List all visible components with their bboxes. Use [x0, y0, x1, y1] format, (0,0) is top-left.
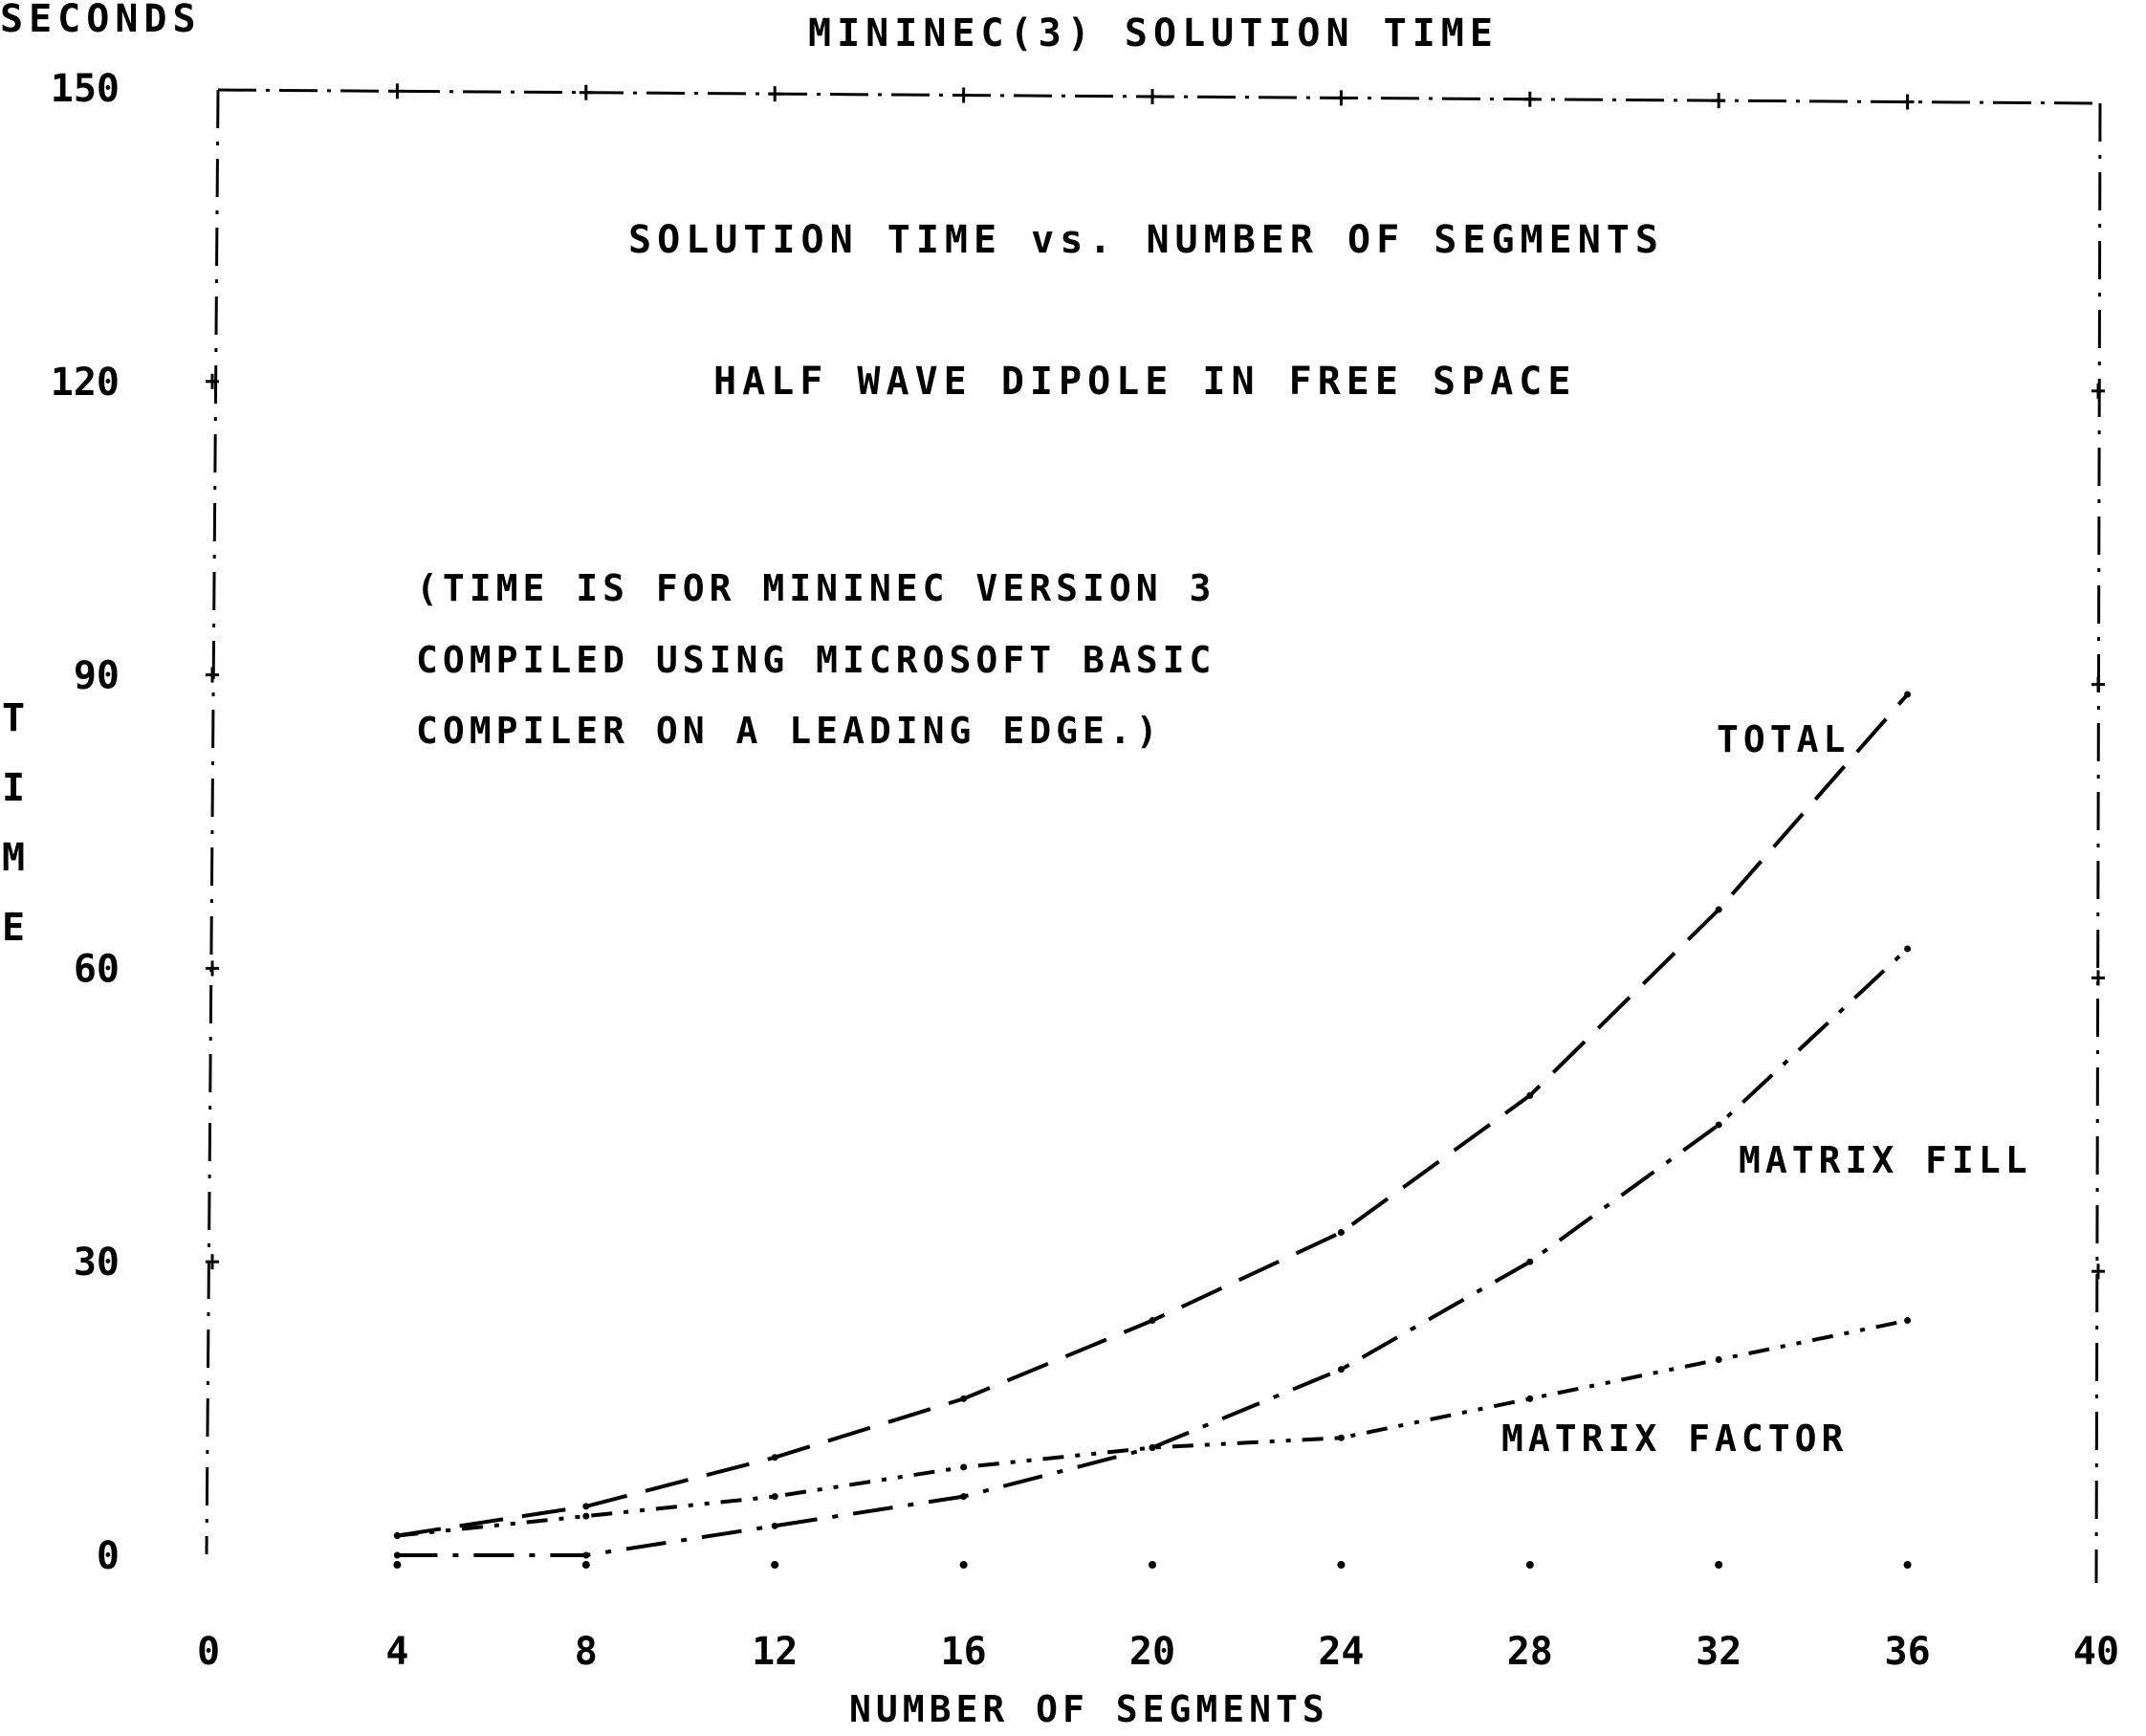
- series-point: [393, 1551, 401, 1559]
- series-point: [1715, 1355, 1722, 1363]
- series-lines: [393, 691, 1912, 1559]
- series-point: [1904, 1317, 1912, 1325]
- x-tick-label: 40: [2073, 1630, 2119, 1674]
- y-axis-label-letter: I: [2, 766, 25, 810]
- chart-subtitle: SOLUTION TIME vs. NUMBER OF SEGMENTS: [628, 218, 1664, 262]
- series-point: [1149, 1444, 1156, 1452]
- series-point: [1715, 1121, 1722, 1129]
- x-top-tick: [390, 83, 405, 99]
- series-label-matrix-fill: MATRIX FILL: [1739, 1139, 2032, 1181]
- x-tick-label: 28: [1507, 1630, 1553, 1674]
- y-right-tick: [2091, 676, 2105, 692]
- series-point: [960, 1463, 968, 1471]
- series-point: [1904, 691, 1912, 698]
- y-left-tick: [206, 960, 219, 977]
- x-tick-label: 20: [1129, 1630, 1175, 1674]
- y-tick-label: 30: [74, 1241, 120, 1285]
- x-top-tick: [1522, 91, 1537, 107]
- y-left-tick: [206, 1254, 219, 1270]
- x-axis-label: NUMBER OF SEGMENTS: [849, 1688, 1329, 1730]
- x-bottom-tick: [1149, 1561, 1156, 1569]
- y-left-tick: [206, 373, 219, 389]
- series-point: [1337, 1366, 1345, 1373]
- series-point: [771, 1522, 778, 1529]
- series-point: [582, 1551, 590, 1559]
- y-unit-label: SECONDS: [0, 0, 202, 41]
- tick-marks: [206, 83, 2105, 1569]
- y-tick-label: 0: [97, 1534, 120, 1578]
- x-top-tick: [956, 87, 971, 103]
- series-point: [771, 1493, 778, 1501]
- x-top-tick: [1334, 90, 1348, 106]
- y-tick-label: 120: [51, 361, 120, 405]
- y-tick-label: 150: [51, 67, 120, 111]
- series-point: [771, 1454, 778, 1461]
- y-left-tick: [206, 667, 219, 683]
- series-point: [960, 1395, 968, 1402]
- series-point: [960, 1493, 968, 1501]
- x-top-tick: [1712, 93, 1726, 109]
- x-top-tick: [768, 86, 782, 102]
- series-point: [1526, 1091, 1534, 1099]
- series-point: [1526, 1395, 1534, 1402]
- y-tick-labels: 0 30 60 90 120 150: [51, 67, 120, 1578]
- series-point: [1715, 906, 1722, 913]
- chart-subtitle-2: HALF WAVE DIPOLE IN FREE SPACE: [713, 360, 1576, 404]
- series-line-matrix-factor: [397, 1318, 1909, 1538]
- series-point: [1904, 945, 1912, 953]
- x-tick-label: 24: [1318, 1630, 1364, 1674]
- x-tick-label: 32: [1696, 1630, 1741, 1674]
- chart-title: MININEC(3) SOLUTION TIME: [808, 11, 1499, 55]
- x-tick-label: 0: [197, 1630, 220, 1674]
- frame-right: [2094, 102, 2102, 1584]
- x-bottom-tick: [1715, 1561, 1723, 1569]
- x-tick-label: 8: [575, 1630, 598, 1674]
- series-point: [582, 1512, 590, 1520]
- x-tick-label: 4: [385, 1630, 408, 1674]
- y-right-tick: [2091, 1264, 2105, 1280]
- note-line-2: COMPILED USING MICROSOFT BASIC: [416, 639, 1215, 681]
- series-point: [582, 1503, 590, 1510]
- x-bottom-tick: [1525, 1561, 1534, 1569]
- series-label-matrix-factor: MATRIX FACTOR: [1501, 1417, 1848, 1460]
- x-bottom-tick: [1903, 1561, 1912, 1569]
- series-line-total: [397, 692, 1910, 1538]
- y-axis-label-letter: M: [2, 836, 25, 880]
- y-right-tick: [2091, 970, 2105, 986]
- x-bottom-tick: [581, 1561, 590, 1569]
- x-tick-label: 12: [752, 1630, 798, 1674]
- x-bottom-tick: [771, 1561, 779, 1569]
- x-bottom-tick: [1337, 1561, 1346, 1569]
- x-tick-labels: 0 4 8 12 16 20 24 28 32 36 40: [197, 1630, 2119, 1674]
- series-point: [1149, 1317, 1156, 1325]
- series-label-total: TOTAL: [1717, 718, 1850, 760]
- series-point: [1337, 1229, 1345, 1237]
- note-line-3: COMPILER ON A LEADING EDGE.): [416, 710, 1163, 752]
- y-right-tick: [2091, 383, 2105, 399]
- series-point: [1526, 1258, 1534, 1265]
- y-tick-label: 90: [74, 654, 120, 698]
- x-top-tick: [1900, 94, 1915, 110]
- frame-left: [205, 89, 220, 1555]
- series-point: [393, 1532, 401, 1540]
- y-axis-label-letter: T: [2, 696, 25, 740]
- x-top-tick: [1146, 88, 1159, 104]
- series-line-matrix-fill: [397, 947, 1909, 1557]
- y-axis-label: TIME: [2, 696, 25, 950]
- x-tick-label: 36: [1885, 1630, 1931, 1674]
- series-point: [1337, 1434, 1345, 1441]
- y-axis-label-letter: E: [2, 906, 25, 950]
- x-tick-label: 16: [941, 1630, 987, 1674]
- note-line-1: (TIME IS FOR MININEC VERSION 3: [416, 567, 1215, 609]
- y-tick-label: 60: [74, 947, 120, 991]
- x-top-tick: [579, 84, 593, 100]
- x-bottom-tick: [959, 1561, 968, 1569]
- x-bottom-tick: [393, 1561, 402, 1569]
